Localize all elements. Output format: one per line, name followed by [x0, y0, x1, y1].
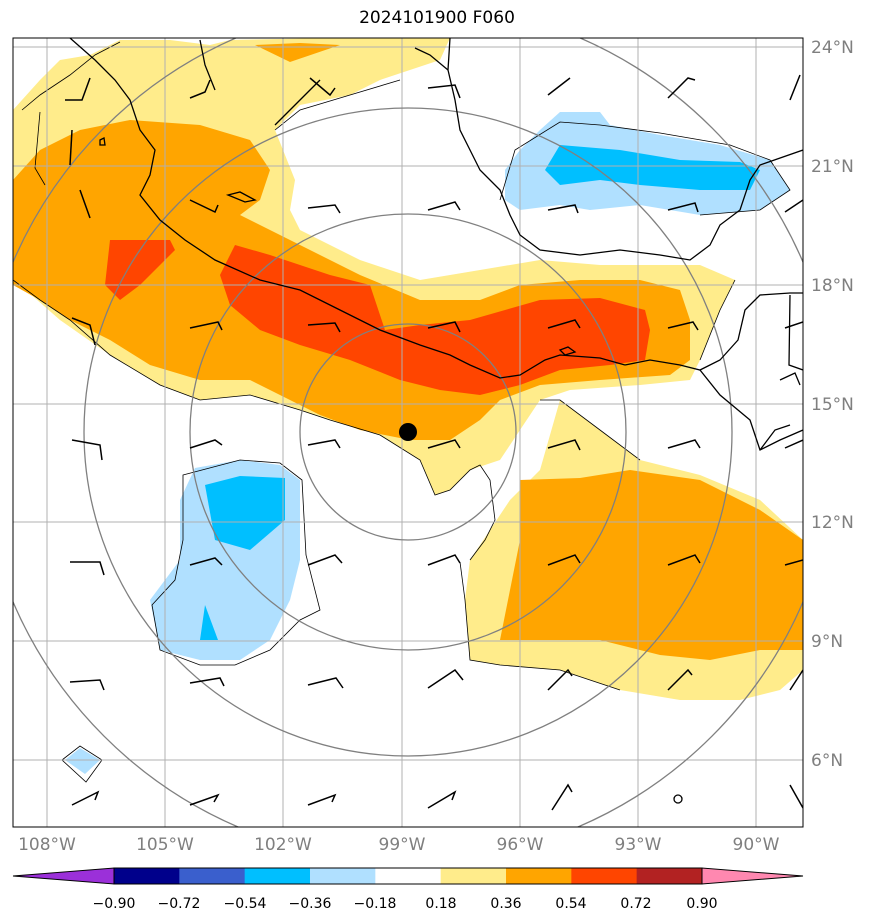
- calm-wind-circle: [673, 794, 683, 804]
- colorbar-tick-label: 0.90: [686, 896, 717, 912]
- positive-anomaly-band: [13, 38, 803, 700]
- colorbar-tick-label: 0.72: [620, 896, 651, 912]
- map-title: 2024101900 F060: [359, 8, 515, 28]
- lon-label: 108°W: [18, 835, 76, 855]
- lon-label: 93°W: [615, 835, 662, 855]
- coastlines: [69, 38, 803, 451]
- colorbar-extend-high: [702, 868, 803, 884]
- colorbar-tick-label: 0.18: [425, 896, 456, 912]
- lon-label: 102°W: [254, 835, 312, 855]
- lat-label: 15°N: [811, 395, 854, 415]
- longitude-labels: 108°W 105°W 102°W 99°W 96°W 93°W 90°W: [18, 835, 780, 855]
- range-rings: [13, 38, 803, 827]
- colorbar-swatches: [13, 868, 803, 884]
- colorbar-tick-label: −0.72: [158, 896, 201, 912]
- lon-label: 90°W: [733, 835, 780, 855]
- latitude-labels: 24°N 21°N 18°N 15°N 12°N 9°N 6°N: [811, 38, 854, 771]
- lat-label: 6°N: [811, 751, 843, 771]
- colorbar: −0.90 −0.72 −0.54 −0.36 −0.18 0.18 0.36 …: [12, 867, 804, 912]
- colorbar-swatch: [310, 868, 376, 884]
- lat-label: 9°N: [811, 632, 843, 652]
- colorbar-tick-label: −0.36: [289, 896, 332, 912]
- colorbar-extend-low: [13, 868, 114, 884]
- colorbar-tick-label: 0.54: [555, 896, 586, 912]
- colorbar-tick-label: −0.90: [93, 896, 136, 912]
- colorbar-swatch: [571, 868, 638, 884]
- colorbar-swatch: [114, 868, 180, 884]
- colorbar-tick-label: −0.18: [354, 896, 397, 912]
- negative-anomaly-regions: [65, 112, 790, 774]
- lon-label: 105°W: [136, 835, 194, 855]
- colorbar-tick-label: −0.54: [224, 896, 267, 912]
- lon-label: 99°W: [379, 835, 426, 855]
- colorbar-swatch: [179, 868, 246, 884]
- lat-label: 24°N: [811, 38, 854, 58]
- colorbar-swatch: [244, 868, 311, 884]
- wind-barbs: [65, 74, 803, 811]
- storm-center-dot: [399, 423, 417, 441]
- lat-label: 21°N: [811, 157, 854, 177]
- lat-label: 18°N: [811, 276, 854, 296]
- lon-label: 96°W: [497, 835, 544, 855]
- colorbar-frame: [113, 867, 703, 885]
- colorbar-swatch: [375, 868, 442, 884]
- colorbar-swatch: [636, 868, 703, 884]
- colorbar-tick-label: 0.36: [490, 896, 521, 912]
- colorbar-swatch: [506, 868, 572, 884]
- colorbar-swatch: [440, 868, 507, 884]
- lat-label: 12°N: [811, 513, 854, 533]
- colorbar-labels: −0.90 −0.72 −0.54 −0.36 −0.18 0.18 0.36 …: [93, 896, 718, 912]
- map-frame: [12, 37, 804, 828]
